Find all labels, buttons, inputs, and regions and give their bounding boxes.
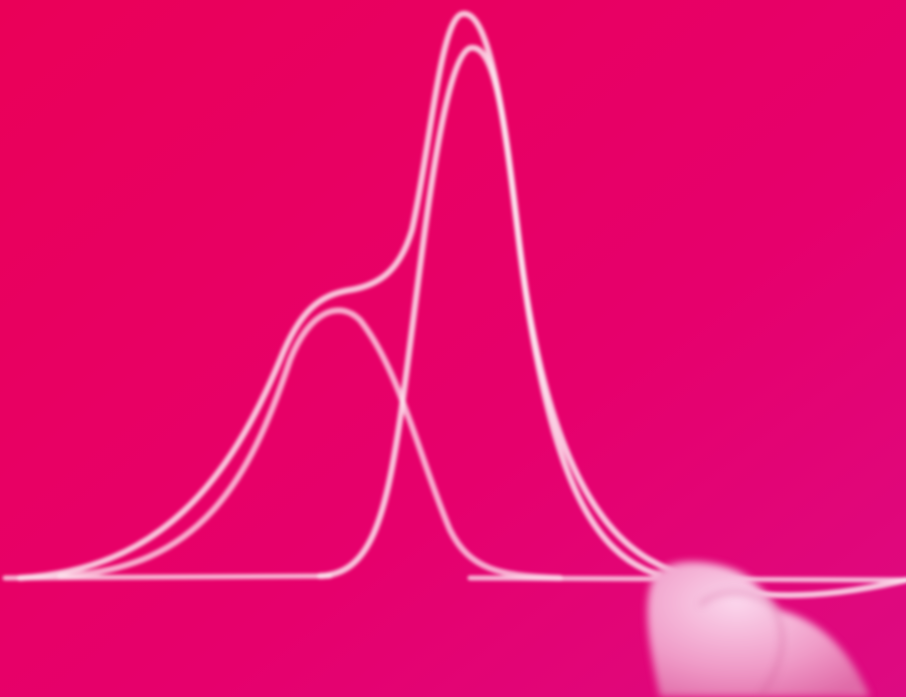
left-peak-wire (57, 307, 563, 581)
hand-shape (647, 561, 870, 697)
narrow-peak-wire (317, 44, 663, 579)
hand (647, 561, 870, 697)
hand-shadow (698, 590, 784, 697)
sum-wire (17, 10, 906, 599)
